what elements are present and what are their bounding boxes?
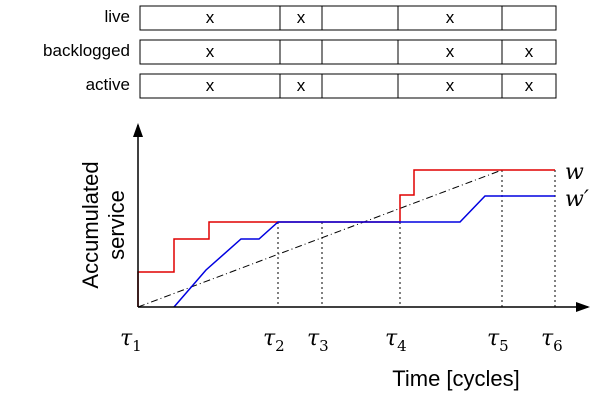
cell-mark: x xyxy=(206,76,215,95)
tau-label-3: τ3 xyxy=(307,326,329,355)
tau-label-4: τ4 xyxy=(385,326,407,355)
tau-label-6: τ6 xyxy=(541,326,563,355)
y-axis-title-line2: service xyxy=(104,190,129,260)
y-axis-title-line1: Accumulated xyxy=(78,161,103,288)
cell-mark: x xyxy=(446,42,455,61)
curve-w xyxy=(137,169,555,307)
cell-mark: x xyxy=(525,76,534,95)
row-box-active xyxy=(139,73,557,99)
table-row-active: active x x x x xyxy=(86,73,557,99)
service-plot: Accumulated service w w′ τ1 τ2 τ3 τ4 τ5 xyxy=(78,123,590,391)
reference-rate-line xyxy=(137,169,503,308)
tau-guide-lines xyxy=(277,170,556,307)
row-box-backlogged xyxy=(139,39,557,65)
cell-mark: x xyxy=(446,8,455,27)
cell-mark: x xyxy=(446,76,455,95)
tau-label-2: τ2 xyxy=(263,326,285,355)
table-row-live: live x x x xyxy=(104,5,557,31)
curve-label-w-prime: w′ xyxy=(565,187,589,212)
cell-mark: x xyxy=(297,76,306,95)
row-label-active: active xyxy=(86,75,130,94)
row-label-live: live xyxy=(104,7,130,26)
row-box-live xyxy=(139,5,557,31)
cell-mark: x xyxy=(297,8,306,27)
table-row-backlogged: backlogged x x x xyxy=(43,39,557,65)
status-table: live x x x backlogged x x x xyxy=(43,5,557,99)
tau-label-1: τ1 xyxy=(120,326,142,355)
cell-mark: x xyxy=(206,8,215,27)
tau-label-5: τ5 xyxy=(487,326,509,355)
curve-label-w: w xyxy=(565,160,584,185)
cell-mark: x xyxy=(525,42,534,61)
tau-labels: τ1 τ2 τ3 τ4 τ5 τ6 xyxy=(120,326,563,355)
x-axis-title: Time [cycles] xyxy=(392,366,520,391)
curve-w-prime xyxy=(173,195,555,308)
row-label-backlogged: backlogged xyxy=(43,41,130,60)
cell-mark: x xyxy=(206,42,215,61)
